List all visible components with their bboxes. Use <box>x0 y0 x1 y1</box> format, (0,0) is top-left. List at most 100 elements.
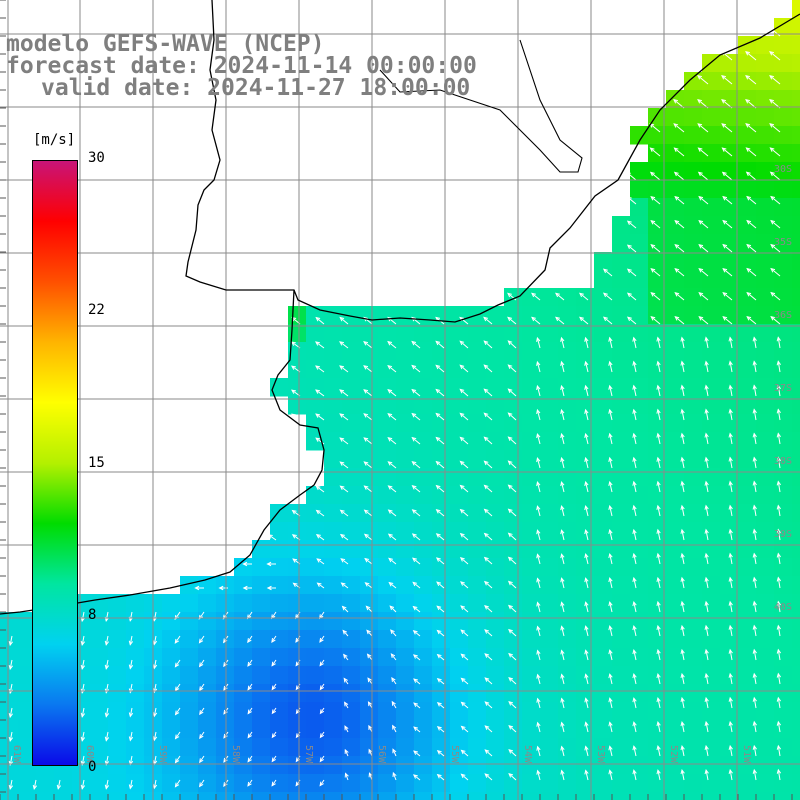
field-cell <box>522 666 541 685</box>
wind-arrow <box>436 605 445 613</box>
wind-arrow <box>704 576 709 589</box>
field-cell <box>738 234 757 253</box>
field-cell <box>234 792 253 800</box>
wind-arrow <box>507 364 517 373</box>
wind-arrow <box>656 528 661 541</box>
field-cell <box>774 216 793 235</box>
field-cell <box>252 774 271 793</box>
field-cell <box>306 360 325 379</box>
field-cell <box>558 414 577 433</box>
wind-arrow <box>363 292 373 301</box>
field-cell <box>738 414 757 433</box>
wind-arrow <box>704 504 709 517</box>
wind-arrow <box>413 750 421 757</box>
field-cell <box>162 594 181 613</box>
field-cell <box>216 612 235 631</box>
field-cell <box>774 288 793 307</box>
wind-arrow <box>483 532 493 541</box>
field-cell <box>774 378 793 397</box>
wind-arrow <box>315 292 325 301</box>
field-cell <box>702 702 721 721</box>
field-cell <box>522 360 541 379</box>
field-cell <box>90 756 109 775</box>
title-forecast-date: forecast date: 2024-11-14 00:00:00 <box>6 53 477 79</box>
wind-arrow <box>508 676 517 685</box>
wind-arrow <box>174 731 181 740</box>
wind-arrow <box>339 485 349 493</box>
field-cell <box>558 666 577 685</box>
wind-arrow <box>266 561 276 567</box>
wind-arrow <box>728 768 733 781</box>
wind-arrow <box>507 412 517 421</box>
field-cell <box>720 126 739 145</box>
field-cell <box>522 324 541 343</box>
field-cell <box>414 648 433 667</box>
wind-arrow <box>770 315 781 325</box>
wind-arrow <box>721 147 733 157</box>
field-cell <box>666 450 685 469</box>
wind-arrow <box>460 629 469 637</box>
lon-label: 51W <box>741 745 752 764</box>
field-cell <box>522 486 541 505</box>
field-cell <box>756 522 775 541</box>
field-cell <box>342 648 361 667</box>
field-cell <box>270 522 289 541</box>
wind-arrow <box>411 292 421 301</box>
field-cell <box>90 792 109 800</box>
field-cell <box>234 720 253 739</box>
field-cell <box>576 324 595 343</box>
field-cell <box>612 486 631 505</box>
wind-arrow <box>413 702 421 709</box>
wind-arrow <box>363 413 373 421</box>
field-cell <box>0 612 19 631</box>
wind-arrow <box>560 480 565 493</box>
wind-arrow <box>459 532 469 541</box>
field-cell <box>450 558 469 577</box>
field-cell <box>468 576 487 595</box>
wind-arrow <box>555 292 565 301</box>
field-cell <box>630 702 649 721</box>
wind-arrow <box>247 755 253 763</box>
wind-arrow <box>459 484 469 493</box>
field-cell <box>702 522 721 541</box>
field-cell <box>702 216 721 235</box>
field-cell <box>234 576 253 595</box>
field-cell <box>630 738 649 757</box>
field-cell <box>594 468 613 487</box>
field-cell <box>630 774 649 793</box>
lat-label: 37S <box>774 383 792 394</box>
field-cell <box>378 612 397 631</box>
wind-arrow <box>674 292 685 301</box>
wind-arrow <box>319 659 325 667</box>
field-cell <box>378 450 397 469</box>
field-cell <box>756 378 775 397</box>
field-cell <box>702 306 721 325</box>
wind-arrow <box>436 629 445 637</box>
field-cell <box>666 720 685 739</box>
field-cell <box>738 558 757 577</box>
field-cell <box>126 594 145 613</box>
field-cell <box>378 324 397 343</box>
field-cell <box>702 738 721 757</box>
wind-arrow <box>704 480 709 493</box>
wind-arrow <box>459 508 469 517</box>
wind-arrow <box>632 576 637 589</box>
field-cell <box>612 468 631 487</box>
wind-arrow <box>745 74 757 85</box>
field-cell <box>540 738 559 757</box>
field-cell <box>468 360 487 379</box>
field-cell <box>180 612 199 631</box>
wind-arrow <box>776 336 781 349</box>
wind-arrow <box>483 556 493 565</box>
field-cell <box>702 540 721 559</box>
wind-arrow <box>632 360 637 373</box>
field-cell <box>720 630 739 649</box>
field-cell <box>720 468 739 487</box>
field-cell <box>792 738 800 757</box>
field-cell <box>126 702 145 721</box>
field-cell <box>450 306 469 325</box>
field-cell <box>684 684 703 703</box>
wind-arrow <box>247 707 253 715</box>
field-cell <box>468 630 487 649</box>
field-cell <box>774 72 793 91</box>
